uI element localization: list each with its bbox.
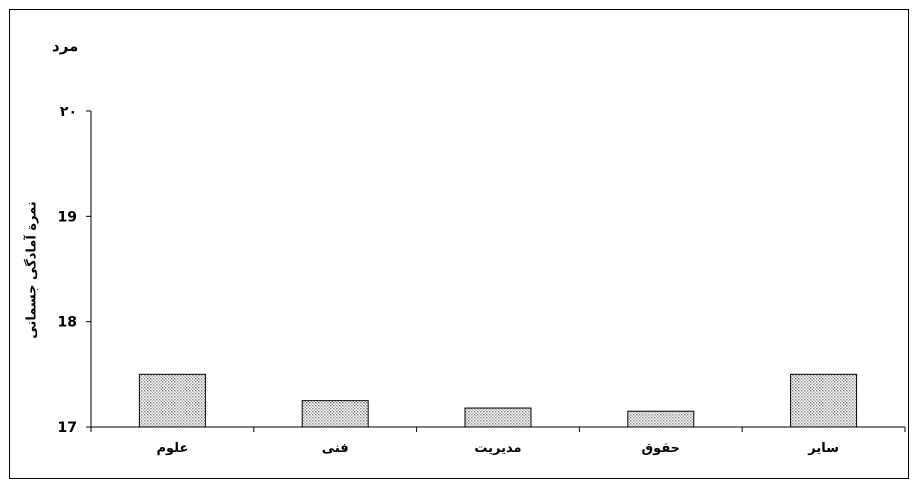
y-tick-label: ۲۰ (60, 104, 77, 120)
bar (464, 407, 532, 428)
bar (138, 373, 206, 428)
y-tick-label: 19 (58, 209, 77, 225)
axes (86, 110, 906, 432)
bar (627, 410, 695, 428)
tick-labels: 17 18 19 ۲۰ علوم فنی مدیریت حقوق سایر (58, 104, 839, 456)
x-tick-label: فنی (322, 441, 349, 456)
y-tick-label: 17 (58, 420, 77, 436)
bar (301, 400, 369, 428)
x-tick-label: حقوق (642, 441, 681, 456)
chart-title: مرد (52, 37, 79, 55)
y-tick-label: 18 (58, 315, 77, 331)
bars (138, 373, 858, 428)
bar (790, 373, 858, 428)
x-tick-label: علوم (156, 441, 188, 456)
x-tick-label: مدیریت (474, 441, 521, 456)
x-tick-label: سایر (807, 441, 839, 456)
